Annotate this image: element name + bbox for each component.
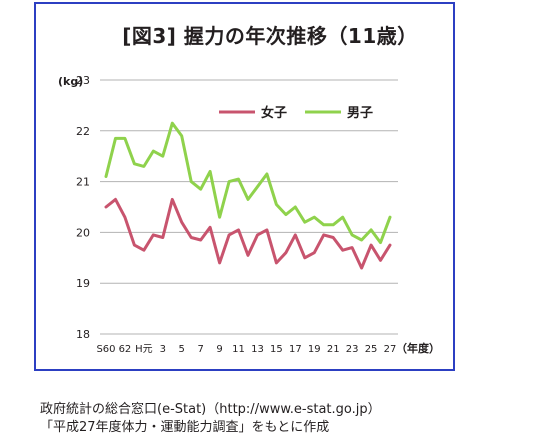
x-tick-label: 21 <box>327 344 340 355</box>
x-tick-label: 9 <box>216 344 222 355</box>
y-tick-label: 18 <box>76 328 90 341</box>
y-tick-label: 20 <box>76 226 90 239</box>
x-tick-label: 7 <box>197 344 203 355</box>
source-caption: 政府統計の総合窓口(e-Stat)（http://www.e-stat.go.j… <box>40 402 381 417</box>
x-tick-label: 15 <box>270 344 283 355</box>
x-tick-label: 23 <box>346 344 359 355</box>
x-tick-label: 5 <box>179 344 185 355</box>
series-line-male <box>104 121 392 245</box>
x-tick-label: S60 <box>96 344 115 355</box>
x-tick-label: 25 <box>365 344 378 355</box>
x-tick-label: 17 <box>289 344 302 355</box>
y-tick-label: 22 <box>76 125 90 138</box>
y-tick-label: 23 <box>76 74 90 87</box>
chart-frame <box>34 2 455 371</box>
x-tick-label: 11 <box>232 344 245 355</box>
x-tick-label: H元 <box>135 344 153 355</box>
chart-title: [図3] 握力の年次推移（11歳） <box>122 24 418 48</box>
x-tick-label: 3 <box>160 344 166 355</box>
y-tick-label: 19 <box>76 277 90 290</box>
y-tick-label: 21 <box>76 176 90 189</box>
legend-label-female: 女子 <box>261 105 287 121</box>
series-line-female <box>104 197 392 270</box>
x-tick-label: 19 <box>308 344 321 355</box>
x-tick-label: 27 <box>384 344 397 355</box>
y-axis-unit: (kg) <box>58 75 83 88</box>
x-tick-label: 13 <box>251 344 264 355</box>
x-axis-unit: （年度） <box>396 341 440 355</box>
x-tick-label: 62 <box>119 344 132 355</box>
source-note: 「平成27年度体力・運動能力調査」をもとに作成 <box>40 420 330 435</box>
legend-label-male: 男子 <box>347 106 373 121</box>
